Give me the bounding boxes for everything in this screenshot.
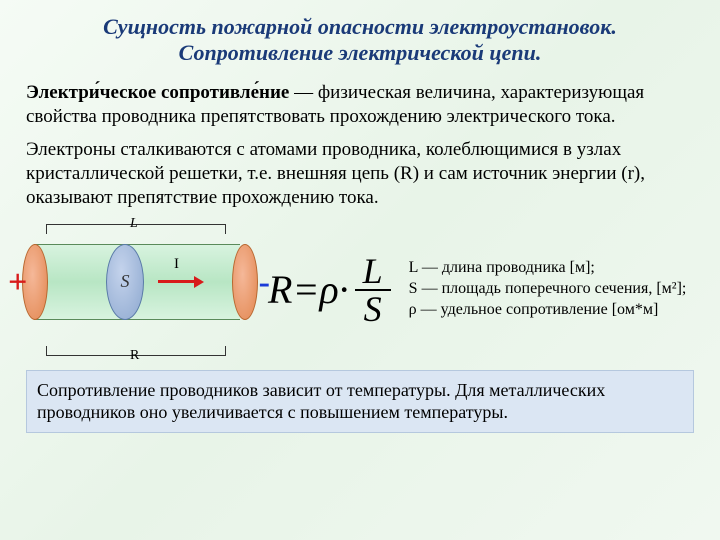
- resistance-formula: R = ρ · L S: [268, 253, 391, 327]
- current-arrow: [158, 276, 204, 288]
- legend-S: S — площадь поперечного сечения, [м²];: [409, 279, 687, 300]
- cross-section: S: [106, 244, 144, 320]
- section-label: S: [121, 271, 130, 292]
- length-label: L: [130, 216, 138, 232]
- title-line-1: Сущность пожарной опасности электроустан…: [103, 14, 617, 39]
- conductor-diagram: L S + - I R: [26, 220, 256, 360]
- formula-fraction: L S: [355, 253, 391, 327]
- resist-label: R: [130, 348, 139, 364]
- formula-rho: ρ: [319, 266, 338, 313]
- minus-sign: -: [259, 264, 270, 302]
- footer-note: Сопротивление проводников зависит от тем…: [26, 370, 694, 433]
- legend: L — длина проводника [м]; S — площадь по…: [409, 258, 687, 320]
- legend-L: L — длина проводника [м];: [409, 258, 687, 279]
- term: Электри́ческое сопротивле́ние: [26, 82, 289, 103]
- legend-rho: ρ — удельное сопротивление [ом*м]: [409, 300, 687, 321]
- definition-paragraph: Электри́ческое сопротивле́ние — физическ…: [26, 81, 694, 129]
- formula-eq: =: [292, 266, 319, 313]
- formula-R: R: [268, 266, 292, 313]
- slide-title: Сущность пожарной опасности электроустан…: [26, 14, 694, 67]
- formula-num: L: [355, 253, 391, 291]
- conductor-cap-right: [232, 244, 258, 320]
- title-line-2: Сопротивление электрической цепи.: [179, 40, 542, 65]
- figure-row: L S + - I R R = ρ · L S L — длина провод…: [26, 220, 694, 360]
- current-label: I: [174, 256, 179, 273]
- formula-den: S: [356, 291, 390, 327]
- explanation-paragraph: Электроны сталкиваются с атомами проводн…: [26, 138, 694, 209]
- formula-dot: ·: [339, 266, 349, 313]
- plus-sign: +: [8, 264, 27, 302]
